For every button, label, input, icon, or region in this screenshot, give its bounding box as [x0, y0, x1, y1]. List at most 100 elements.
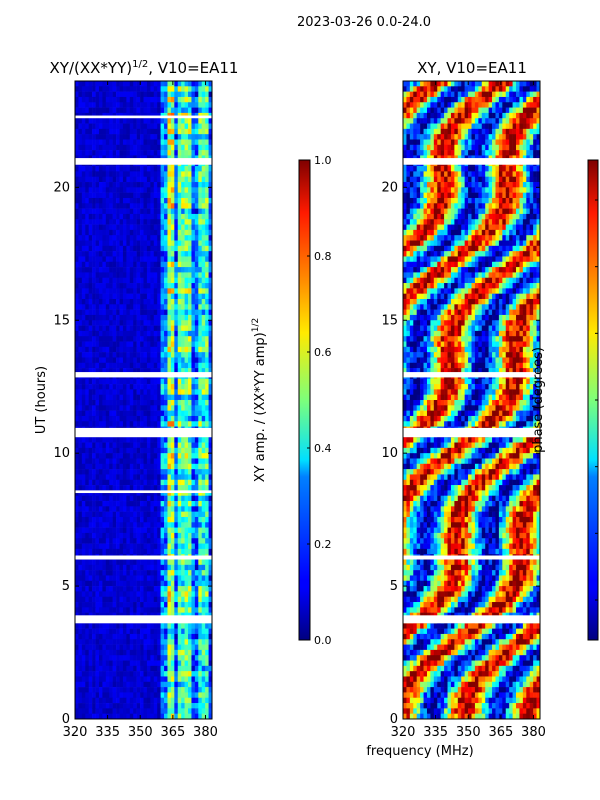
- heatmap-cell: [170, 245, 175, 252]
- heatmap-cell: [153, 208, 158, 215]
- heatmap-cell: [105, 96, 110, 103]
- heatmap-cell: [485, 86, 489, 92]
- heatmap-cell: [102, 118, 107, 124]
- heatmap-cell: [105, 229, 110, 236]
- heatmap-cell: [164, 304, 168, 310]
- heatmap-cell: [143, 309, 148, 316]
- heatmap-cell: [129, 378, 134, 385]
- heatmap-cell: [194, 166, 199, 172]
- heatmap-cell: [105, 586, 110, 592]
- heatmap-cell: [177, 495, 182, 502]
- heatmap-cell: [136, 559, 141, 566]
- heatmap-cell: [198, 123, 203, 130]
- heatmap-cell: [143, 394, 148, 401]
- heatmap-cell: [205, 245, 209, 252]
- heatmap-cell: [75, 405, 79, 411]
- heatmap-cell: [81, 516, 86, 523]
- heatmap-cell: [126, 591, 131, 598]
- heatmap-cell: [194, 660, 199, 667]
- heatmap-cell: [536, 81, 540, 87]
- heatmap-cell: [170, 251, 175, 257]
- heatmap-cell: [167, 86, 172, 92]
- heatmap-cell: [201, 352, 206, 358]
- heatmap-cell: [143, 261, 148, 268]
- heatmap-cell: [184, 144, 189, 151]
- heatmap-cell: [85, 208, 89, 215]
- heatmap-cell: [102, 176, 107, 183]
- heatmap-cell: [184, 81, 189, 87]
- heatmap-cell: [98, 171, 103, 177]
- heatmap-cell: [95, 495, 100, 502]
- heatmap-cell: [167, 96, 172, 103]
- heatmap-cell: [198, 96, 203, 103]
- heatmap-cell: [157, 341, 161, 348]
- heatmap-cell: [136, 251, 141, 257]
- heatmap-cell: [129, 86, 134, 92]
- heatmap-cell: [205, 288, 209, 294]
- heatmap-cell: [170, 277, 175, 284]
- heatmap-cell: [160, 182, 165, 188]
- heatmap-cell: [208, 506, 212, 512]
- heatmap-cell: [167, 437, 172, 443]
- heatmap-cell: [174, 346, 179, 353]
- heatmap-cell: [167, 203, 172, 209]
- heatmap-cell: [129, 607, 134, 613]
- heatmap-cell: [119, 325, 124, 332]
- heatmap-cell: [208, 128, 212, 135]
- heatmap-cell: [150, 251, 155, 257]
- heatmap-cell: [167, 522, 172, 528]
- heatmap-cell: [140, 511, 144, 518]
- heatmap-cell: [122, 655, 127, 661]
- heatmap-cell: [153, 538, 158, 544]
- heatmap-cell: [98, 123, 103, 130]
- heatmap-cell: [129, 309, 134, 316]
- heatmap-cell: [150, 570, 155, 576]
- heatmap-cell: [430, 86, 435, 92]
- heatmap-cell: [164, 182, 168, 188]
- heatmap-cell: [153, 251, 158, 257]
- heatmap-cell: [177, 208, 182, 215]
- heatmap-cell: [143, 490, 148, 496]
- heatmap-cell: [122, 203, 127, 209]
- heatmap-cell: [167, 171, 172, 177]
- heatmap-cell: [92, 368, 96, 374]
- heatmap-cell: [198, 208, 203, 215]
- heatmap-cell: [146, 309, 151, 316]
- heatmap-cell: [205, 368, 209, 374]
- y-tick-label: 15: [53, 313, 70, 328]
- heatmap-cell: [170, 681, 175, 688]
- heatmap-cell: [116, 134, 120, 140]
- heatmap-cell: [174, 474, 179, 481]
- heatmap-cell: [533, 81, 537, 87]
- heatmap-cell: [98, 564, 103, 571]
- heatmap-cell: [208, 394, 212, 401]
- heatmap-cell: [191, 171, 196, 177]
- heatmap-cell: [184, 118, 189, 124]
- heatmap-cell: [136, 665, 141, 672]
- heatmap-cell: [112, 596, 117, 603]
- heatmap-cell: [78, 118, 83, 124]
- heatmap-cell: [98, 644, 103, 651]
- heatmap-cell: [122, 469, 127, 475]
- heatmap-cell: [98, 527, 103, 534]
- heatmap-cell: [78, 197, 83, 204]
- heatmap-cell: [164, 235, 168, 241]
- heatmap-cell: [102, 415, 107, 422]
- heatmap-cell: [177, 240, 182, 247]
- heatmap-cell: [205, 107, 209, 114]
- heatmap-cell: [122, 490, 127, 496]
- heatmap-cell: [126, 171, 131, 177]
- heatmap-cell: [468, 91, 472, 98]
- heatmap-cell: [112, 580, 117, 587]
- heatmap-cell: [85, 447, 89, 454]
- heatmap-cell: [167, 256, 172, 263]
- heatmap-cell: [174, 628, 179, 635]
- heatmap-cell: [201, 463, 206, 470]
- heatmap-cell: [136, 586, 141, 592]
- heatmap-cell: [205, 548, 209, 555]
- heatmap-cell: [116, 128, 120, 135]
- heatmap-cell: [184, 649, 189, 656]
- heatmap-cell: [136, 405, 141, 411]
- heatmap-cell: [98, 485, 103, 491]
- heatmap-cell: [181, 511, 185, 518]
